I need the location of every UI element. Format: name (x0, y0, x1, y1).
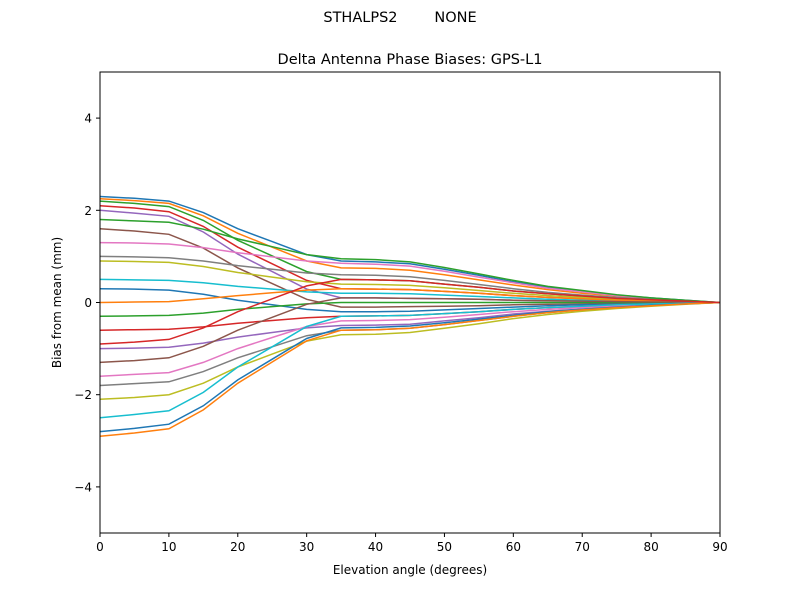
x-tick-label: 50 (437, 540, 452, 554)
figure-suptitle: STHALPS2 NONE (323, 10, 477, 26)
x-tick-label: 40 (368, 540, 383, 554)
series-line-12 (99, 287, 721, 304)
y-tick-label: 2 (84, 204, 92, 218)
x-axis: 0 10 20 30 40 50 60 70 80 90 (96, 533, 728, 554)
series-line-3 (99, 200, 721, 304)
series-group (99, 195, 721, 437)
y-axis-label: Bias from mean (mm) (50, 237, 64, 368)
y-tick-label: −2 (74, 388, 92, 402)
x-tick-label: 80 (643, 540, 658, 554)
y-tick-label: −4 (74, 480, 92, 494)
series-line-8 (99, 255, 721, 304)
x-tick-label: 90 (712, 540, 727, 554)
series-line-13 (99, 301, 720, 318)
x-tick-label: 20 (230, 540, 245, 554)
y-tick-label: 0 (84, 296, 92, 310)
x-tick-label: 70 (575, 540, 590, 554)
y-axis: −4 −2 0 2 4 (74, 112, 100, 494)
x-tick-label: 10 (161, 540, 176, 554)
series-line-5 (99, 209, 721, 304)
series-line-17 (99, 301, 721, 378)
series-line-20 (99, 301, 721, 419)
x-tick-label: 30 (299, 540, 314, 554)
x-tick-label: 60 (506, 540, 521, 554)
y-tick-label: 4 (84, 112, 92, 126)
chart-title: Delta Antenna Phase Biases: GPS-L1 (278, 52, 543, 68)
x-axis-label: Elevation angle (degrees) (333, 563, 487, 577)
series-line-23 (99, 218, 721, 304)
series-line-7 (99, 241, 721, 304)
series-line-4 (99, 204, 721, 304)
series-line-9 (99, 260, 721, 304)
series-line-16 (99, 297, 721, 364)
series-line-22 (99, 301, 721, 437)
series-line-2 (99, 198, 721, 304)
series-line-24 (99, 278, 721, 345)
series-line-21 (99, 301, 721, 433)
series-line-19 (99, 301, 721, 401)
x-tick-label: 0 (96, 540, 104, 554)
